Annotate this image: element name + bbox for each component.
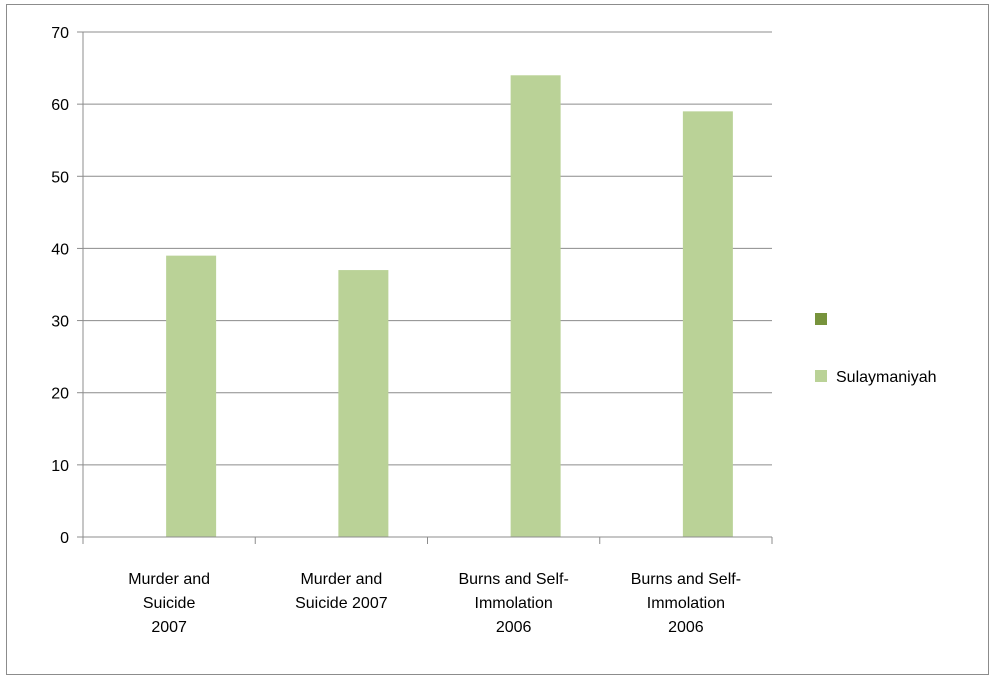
x-category-label-line: 2007 (151, 619, 187, 636)
bars (166, 75, 733, 538)
y-tick-label: 30 (51, 314, 69, 331)
y-tick-label: 20 (51, 386, 69, 403)
bar-1 (166, 255, 217, 537)
x-category-label-line: Murder and (300, 571, 382, 588)
bar-2 (338, 270, 389, 537)
x-category-label-line: 2006 (668, 619, 704, 636)
x-category-label-line: Suicide 2007 (295, 595, 388, 612)
x-category-label-line: Murder and (128, 571, 210, 588)
x-category-label-line: Burns and Self- (458, 571, 568, 588)
y-tick-label: 50 (51, 169, 69, 186)
x-category-label: Murder and Suicide 2007 (295, 571, 388, 612)
x-category-label-line: Burns and Self- (631, 571, 741, 588)
x-category-label-line: Immolation (475, 595, 553, 612)
x-category-label-line: 2006 (496, 619, 532, 636)
x-axis: Murder and Suicide 2007 Murder and Suicide 2… (82, 536, 773, 636)
legend-swatch (815, 370, 827, 382)
legend-swatch (815, 313, 827, 325)
y-tick-label: 40 (51, 241, 69, 258)
y-tick-label: 10 (51, 458, 69, 475)
y-tick-label: 70 (51, 25, 69, 42)
legend: Sulaymaniyah (815, 313, 937, 386)
x-category-label: Murder and Suicide 2007 (128, 571, 210, 636)
x-category-label: Burns and Self- Immolation 2006 (631, 571, 741, 636)
bar-3 (510, 75, 561, 538)
y-tick-label: 60 (51, 97, 69, 114)
legend-label: Sulaymaniyah (836, 369, 937, 386)
x-category-label-line: Immolation (647, 595, 725, 612)
x-category-label: Burns and Self- Immolation 2006 (458, 571, 568, 636)
y-axis-ticks: 0 10 20 30 40 50 60 70 (51, 25, 84, 547)
x-category-label-line: Suicide (143, 595, 196, 612)
bar-4 (682, 111, 733, 537)
y-tick-label: 0 (60, 530, 69, 547)
